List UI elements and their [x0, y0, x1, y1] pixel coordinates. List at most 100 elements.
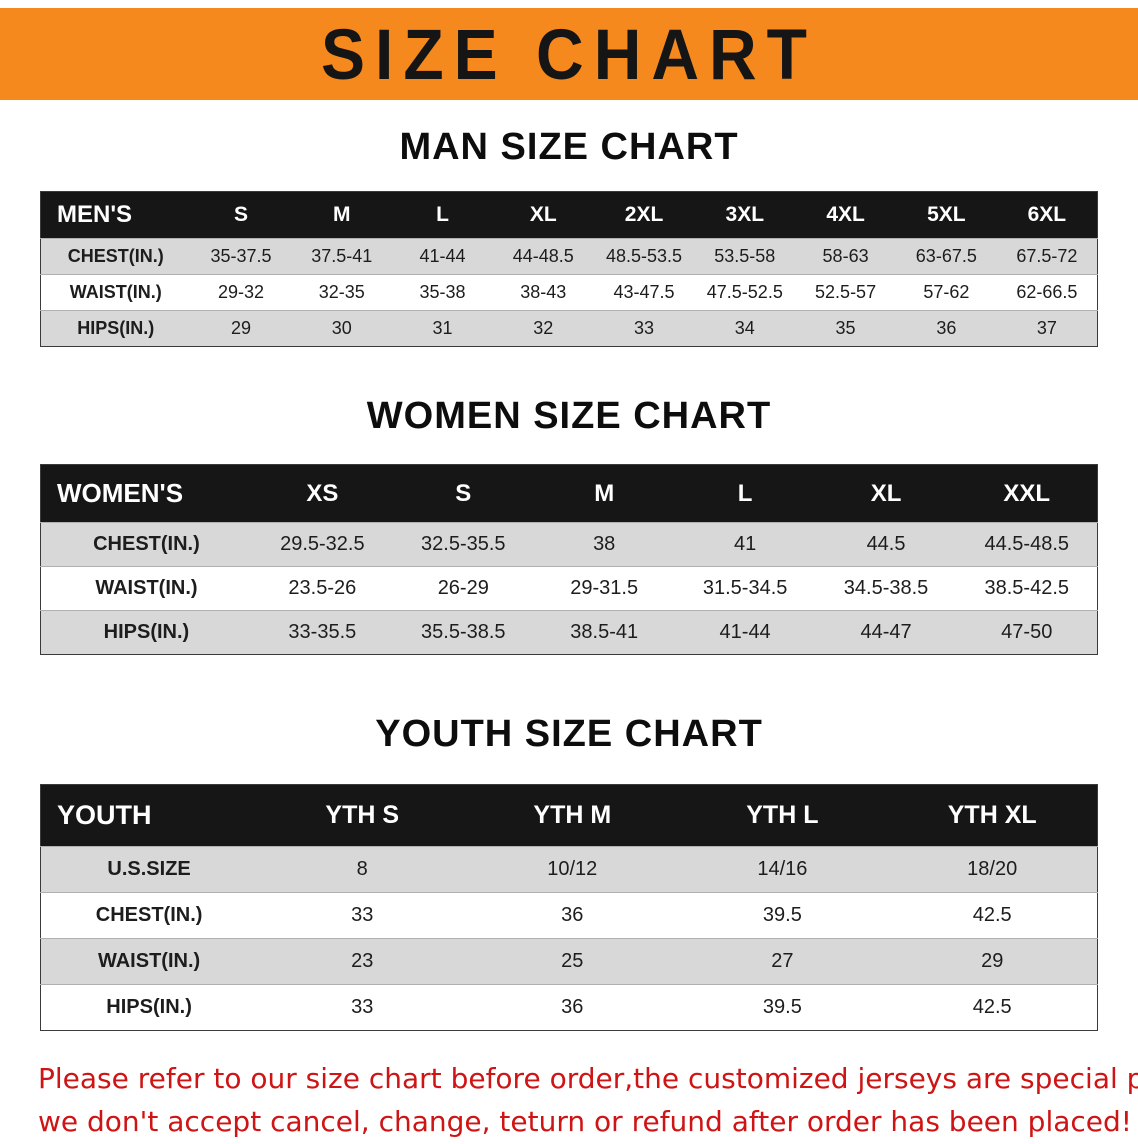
measurement-row: WAIST(IN.) 29-32 32-35 35-38 38-43 43-47.5 47.…	[40, 274, 1098, 311]
measurement-value-cell: 34	[694, 310, 796, 347]
youth-size-chart-section: YOUTH SIZE CHART YOUTH YTH S YTH M YTH L YTH…	[0, 713, 1138, 1031]
measurement-value-cell: 26-29	[392, 566, 534, 611]
measurement-value-cell: 35-37.5	[190, 238, 292, 275]
measurement-row: U.S.SIZE 8 10/12 14/16 18/20	[40, 846, 1098, 893]
measurement-value-cell: 39.5	[677, 892, 888, 939]
size-chart-banner: SIZE CHART	[0, 8, 1138, 100]
measurement-row: HIPS(IN.) 29 30 31 32 33 34 35 36 37	[40, 310, 1098, 347]
measurement-value-cell: 37.5-41	[291, 238, 393, 275]
measurement-value-cell: 25	[467, 938, 678, 985]
measurement-value-cell: 44.5-48.5	[956, 522, 1098, 567]
measurement-value-cell: 62-66.5	[996, 274, 1098, 311]
youth-size-table: YOUTH YTH S YTH M YTH L YTH XL U.S.SIZE 8 10/12…	[40, 784, 1098, 1031]
measurement-value-cell: 36	[467, 984, 678, 1031]
measurement-row: HIPS(IN.) 33 36 39.5 42.5	[40, 984, 1098, 1031]
youth-size-chart-heading: YOUTH SIZE CHART	[375, 713, 763, 755]
size-column-header: XL	[815, 464, 957, 523]
measurement-value-cell: 41-44	[392, 238, 493, 275]
measurement-value-cell: 31	[392, 310, 493, 347]
measurement-value-cell: 38.5-42.5	[956, 566, 1098, 611]
measurement-row: CHEST(IN.) 35-37.5 37.5-41 41-44 44-48.5 48.5…	[40, 238, 1098, 275]
measurement-value-cell: 29	[887, 938, 1098, 985]
size-column-header: 3XL	[694, 191, 796, 239]
man-size-chart-section: MAN SIZE CHART MEN'S S M L XL 2XL 3XL 4XL 5XL 6XL…	[0, 126, 1138, 347]
size-column-header: M	[533, 464, 675, 523]
measurement-row: CHEST(IN.) 33 36 39.5 42.5	[40, 892, 1098, 939]
measurement-label-cell: HIPS(IN.)	[40, 310, 191, 347]
measurement-value-cell: 47.5-52.5	[694, 274, 796, 311]
measurement-value-cell: 35.5-38.5	[392, 610, 534, 655]
measurement-value-cell: 33	[257, 984, 468, 1031]
table-header-row: YOUTH YTH S YTH M YTH L YTH XL	[40, 784, 1098, 847]
measurement-value-cell: 36	[895, 310, 997, 347]
size-column-header: YTH XL	[887, 784, 1098, 847]
disclaimer-line-1: Please refer to our size chart before or…	[38, 1062, 1138, 1095]
measurement-label-cell: HIPS(IN.)	[40, 984, 258, 1031]
measurement-value-cell: 63-67.5	[895, 238, 997, 275]
measurement-label-cell: U.S.SIZE	[40, 846, 258, 893]
measurement-value-cell: 53.5-58	[694, 238, 796, 275]
measurement-label-cell: HIPS(IN.)	[40, 610, 252, 655]
measurement-value-cell: 42.5	[887, 892, 1098, 939]
size-chart-sections: MAN SIZE CHART MEN'S S M L XL 2XL 3XL 4XL 5XL 6XL…	[0, 126, 1138, 1031]
measurement-value-cell: 41-44	[674, 610, 816, 655]
measurement-value-cell: 57-62	[895, 274, 997, 311]
size-column-header: 6XL	[996, 191, 1098, 239]
measurement-row: WAIST(IN.) 23.5-26 26-29 29-31.5 31.5-34.5 34…	[40, 566, 1098, 611]
measurement-value-cell: 35	[795, 310, 896, 347]
size-column-header: YTH S	[257, 784, 468, 847]
measurement-value-cell: 29.5-32.5	[251, 522, 393, 567]
measurement-value-cell: 34.5-38.5	[815, 566, 957, 611]
measurement-value-cell: 31.5-34.5	[674, 566, 816, 611]
size-column-header: 5XL	[895, 191, 997, 239]
size-column-header: 4XL	[795, 191, 896, 239]
measurement-label-cell: CHEST(IN.)	[40, 522, 252, 567]
size-column-header: L	[674, 464, 816, 523]
measurement-value-cell: 38	[533, 522, 675, 567]
measurement-value-cell: 36	[467, 892, 678, 939]
measurement-value-cell: 27	[677, 938, 888, 985]
size-column-header: M	[291, 191, 393, 239]
measurement-value-cell: 38-43	[492, 274, 594, 311]
measurement-value-cell: 43-47.5	[593, 274, 695, 311]
table-title-cell: WOMEN'S	[40, 464, 252, 523]
measurement-value-cell: 29	[190, 310, 292, 347]
measurement-value-cell: 8	[257, 846, 468, 893]
size-column-header: S	[190, 191, 292, 239]
measurement-value-cell: 44.5	[815, 522, 957, 567]
measurement-value-cell: 18/20	[887, 846, 1098, 893]
man-size-chart-heading: MAN SIZE CHART	[399, 126, 739, 168]
measurement-label-cell: CHEST(IN.)	[40, 892, 258, 939]
measurement-value-cell: 39.5	[677, 984, 888, 1031]
women-size-chart-section: WOMEN SIZE CHART WOMEN'S XS S M L XL XXL CHEST(…	[0, 395, 1138, 655]
measurement-row: HIPS(IN.) 33-35.5 35.5-38.5 38.5-41 41-44 44-…	[40, 610, 1098, 655]
disclaimer-line-2: we don't accept cancel, change, teturn o…	[38, 1105, 1133, 1139]
measurement-value-cell: 29-32	[190, 274, 292, 311]
measurement-value-cell: 47-50	[956, 610, 1098, 655]
measurement-value-cell: 52.5-57	[795, 274, 896, 311]
measurement-value-cell: 41	[674, 522, 816, 567]
measurement-value-cell: 35-38	[392, 274, 493, 311]
measurement-value-cell: 33	[257, 892, 468, 939]
table-title-cell: YOUTH	[40, 784, 258, 847]
measurement-value-cell: 67.5-72	[996, 238, 1098, 275]
measurement-value-cell: 10/12	[467, 846, 678, 893]
measurement-value-cell: 58-63	[795, 238, 896, 275]
measurement-label-cell: WAIST(IN.)	[40, 566, 252, 611]
measurement-value-cell: 29-31.5	[533, 566, 675, 611]
women-size-chart-heading: WOMEN SIZE CHART	[366, 395, 772, 437]
measurement-value-cell: 44-47	[815, 610, 957, 655]
measurement-value-cell: 48.5-53.5	[593, 238, 695, 275]
size-column-header: XL	[492, 191, 594, 239]
measurement-value-cell: 44-48.5	[492, 238, 594, 275]
size-column-header: YTH L	[677, 784, 888, 847]
disclaimer: Please refer to our size chart before or…	[38, 1057, 1138, 1144]
measurement-value-cell: 42.5	[887, 984, 1098, 1031]
measurement-value-cell: 32.5-35.5	[392, 522, 534, 567]
measurement-row: WAIST(IN.) 23 25 27 29	[40, 938, 1098, 985]
size-column-header: XS	[251, 464, 393, 523]
measurement-value-cell: 37	[996, 310, 1098, 347]
measurement-value-cell: 14/16	[677, 846, 888, 893]
page-title: SIZE CHART	[321, 14, 817, 94]
